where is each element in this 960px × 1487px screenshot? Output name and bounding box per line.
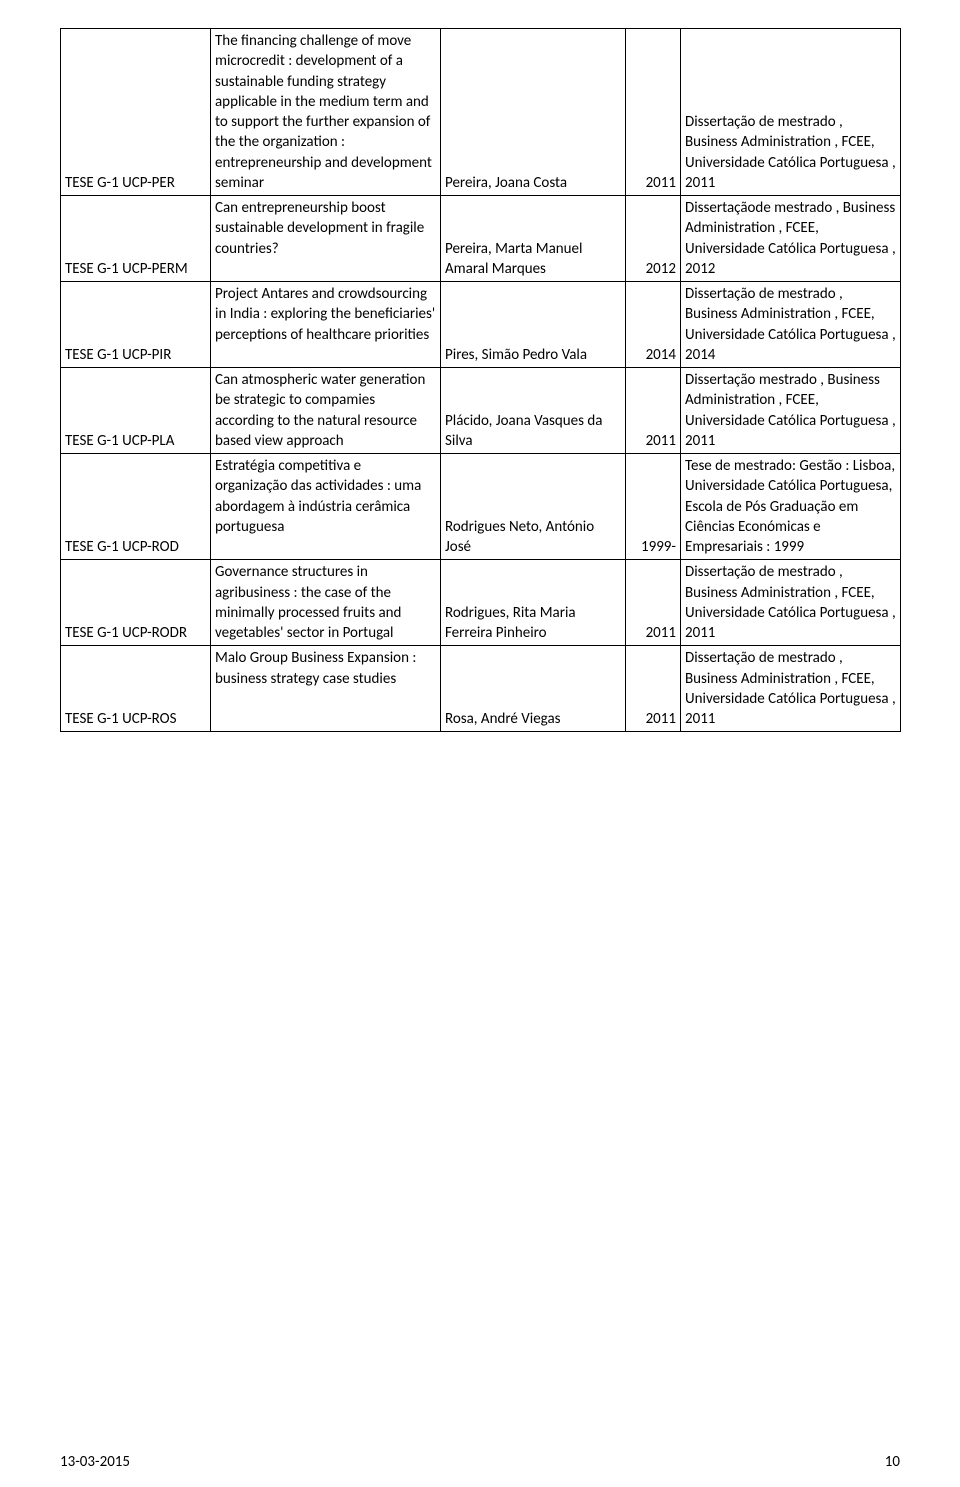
cell-year: 2012: [626, 196, 681, 282]
cell-note: Dissertação de mestrado , Business Admin…: [681, 29, 901, 196]
cell-author: Rosa, André Viegas: [441, 646, 626, 732]
cell-title: The financing challenge of move microcre…: [211, 29, 441, 196]
cell-author: Pereira, Marta Manuel Amaral Marques: [441, 196, 626, 282]
cell-note: Tese de mestrado: Gestão : Lisboa, Unive…: [681, 454, 901, 560]
page-footer: 13-03-2015 10: [60, 1453, 900, 1471]
footer-page-number: 10: [885, 1453, 900, 1471]
cell-title: Estratégia competitiva e organização das…: [211, 454, 441, 560]
cell-code: TESE G-1 UCP-ROD: [61, 454, 211, 560]
footer-date: 13-03-2015: [60, 1453, 130, 1471]
page: TESE G-1 UCP-PER The financing challenge…: [0, 0, 960, 1487]
cell-note: Dissertação mestrado , Business Administ…: [681, 368, 901, 454]
cell-code: TESE G-1 UCP-PER: [61, 29, 211, 196]
table-row: TESE G-1 UCP-PERM Can entrepreneurship b…: [61, 196, 901, 282]
cell-note: Dissertaçãode mestrado , Business Admini…: [681, 196, 901, 282]
cell-code: TESE G-1 UCP-PERM: [61, 196, 211, 282]
cell-note: Dissertação de mestrado , Business Admin…: [681, 560, 901, 646]
cell-title: Can atmospheric water generation be stra…: [211, 368, 441, 454]
cell-year: 2011: [626, 646, 681, 732]
cell-note: Dissertação de mestrado , Business Admin…: [681, 282, 901, 368]
table-row: TESE G-1 UCP-PLA Can atmospheric water g…: [61, 368, 901, 454]
cell-code: TESE G-1 UCP-PLA: [61, 368, 211, 454]
cell-note: Dissertação de mestrado , Business Admin…: [681, 646, 901, 732]
cell-code: TESE G-1 UCP-RODR: [61, 560, 211, 646]
cell-year: 1999-: [626, 454, 681, 560]
cell-title: Can entrepreneurship boost sustainable d…: [211, 196, 441, 282]
cell-code: TESE G-1 UCP-PIR: [61, 282, 211, 368]
table-row: TESE G-1 UCP-ROD Estratégia competitiva …: [61, 454, 901, 560]
table-row: TESE G-1 UCP-ROS Malo Group Business Exp…: [61, 646, 901, 732]
thesis-table: TESE G-1 UCP-PER The financing challenge…: [60, 28, 901, 732]
cell-author: Pires, Simão Pedro Vala: [441, 282, 626, 368]
cell-year: 2011: [626, 368, 681, 454]
cell-author: Rodrigues, Rita Maria Ferreira Pinheiro: [441, 560, 626, 646]
cell-title: Project Antares and crowdsourcing in Ind…: [211, 282, 441, 368]
cell-year: 2011: [626, 29, 681, 196]
cell-author: Rodrigues Neto, António José: [441, 454, 626, 560]
cell-code: TESE G-1 UCP-ROS: [61, 646, 211, 732]
cell-title: Malo Group Business Expansion : business…: [211, 646, 441, 732]
cell-author: Pereira, Joana Costa: [441, 29, 626, 196]
table-row: TESE G-1 UCP-PIR Project Antares and cro…: [61, 282, 901, 368]
cell-year: 2014: [626, 282, 681, 368]
table-row: TESE G-1 UCP-PER The financing challenge…: [61, 29, 901, 196]
cell-title: Governance structures in agribusiness : …: [211, 560, 441, 646]
cell-author: Plácido, Joana Vasques da Silva: [441, 368, 626, 454]
cell-year: 2011: [626, 560, 681, 646]
table-row: TESE G-1 UCP-RODR Governance structures …: [61, 560, 901, 646]
